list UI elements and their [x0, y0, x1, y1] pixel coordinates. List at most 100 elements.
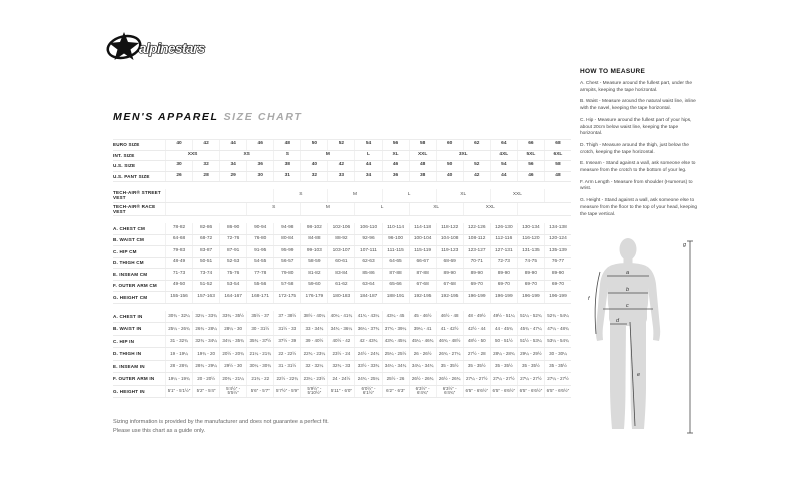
row-label-thigh-cm: D. THIGH CM — [113, 260, 144, 266]
table-cell: 26½ - 26¾ — [408, 373, 436, 385]
table-cell: 88-92 — [327, 234, 354, 246]
table-cell: 26¾ - 28¼ — [192, 323, 219, 335]
table-cell: 89-90 — [516, 269, 544, 280]
table-cell: 115-119 — [408, 246, 436, 257]
table-cell: 43¾ - 45¼ — [381, 335, 409, 348]
table-cell: 164-167 — [219, 292, 246, 303]
table-cell: 40¼ - 41¾ — [327, 310, 354, 323]
measure-item-d: D. Thigh - Measure around the thigh, jus… — [580, 142, 689, 155]
table-cell: 69-70 — [462, 280, 490, 292]
table-cell: 36 — [246, 161, 273, 171]
table-cell: 60-61 — [327, 257, 354, 269]
table-cell: 107-111 — [354, 246, 381, 257]
table-cell: 42½ - 44 — [462, 323, 490, 335]
table-cell: 127-131 — [489, 246, 517, 257]
table-cell: 58-59 — [300, 257, 327, 269]
table-cell: 64 — [489, 140, 517, 150]
table-cell: 44 — [219, 140, 246, 150]
table-cell: 6′0½″ - 6′1½″ — [354, 385, 381, 398]
arm-measurement-line — [594, 271, 601, 335]
brand-wordmark: alpinestars — [139, 41, 206, 56]
table-cell: 25¼ - 26¾ — [165, 323, 192, 335]
table-cell: 19¼ - 19¾ — [165, 373, 192, 385]
table-cell: 59-60 — [300, 280, 327, 292]
table-cell: 29 — [219, 171, 246, 181]
table-cell: 46 — [516, 171, 544, 181]
table-row-height-cm: G. HEIGHT CM 155-156 157-163 164-167 168-171… — [113, 292, 571, 304]
table-cell: 89-90 — [462, 269, 490, 280]
table-cell: 68-69 — [435, 257, 463, 269]
table-row-chest-in: A. CHEST IN 30¾ - 32¼ 32¼ - 33¾ 33¾ - 35½ 35… — [113, 310, 571, 324]
table-cell: 172-175 — [273, 292, 300, 303]
table-cell: 91-95 — [246, 246, 273, 257]
table-cell: 52 — [462, 161, 490, 171]
table-cell: 28¼ - 30 — [219, 323, 246, 335]
table-cell: 67-68 — [408, 280, 436, 292]
table-cell: 29¼ - 29½ — [516, 348, 544, 360]
table-cell: 32¾ - 34¼ — [192, 335, 219, 348]
table-cell: 56 — [516, 161, 544, 171]
table-cell: 36 — [381, 171, 409, 181]
table-cell: 28 - 28¾ — [165, 360, 192, 373]
table-cell: 73-74 — [192, 269, 219, 280]
table-cell: 23½ - 24 — [327, 348, 354, 360]
table-cell: 180-183 — [327, 292, 354, 303]
table-cell: 83-87 — [192, 246, 219, 257]
table-cell: 84-88 — [300, 234, 327, 246]
table-cell: 39¼ - 41 — [408, 323, 436, 335]
table-cell: M — [300, 150, 354, 160]
table-cell: 33½ - 33¾ — [354, 360, 381, 373]
table-cell: 6′5″ - 6′6½″ — [543, 385, 571, 398]
table-cell: 37½ - 39 — [273, 335, 300, 348]
table-cell: 80-84 — [273, 234, 300, 246]
row-label-outer-arm-in: F. OUTER ARM IN — [113, 376, 155, 382]
table-cell: 100-104 — [408, 234, 436, 246]
table-cell: 76-77 — [543, 257, 571, 269]
table-cell: 26¾ - 27¼ — [435, 348, 463, 360]
table-cell: 42 — [327, 161, 354, 171]
table-cell: 99-103 — [300, 246, 327, 257]
table-cell: 50 — [435, 161, 463, 171]
how-to-measure-panel: HOW TO MEASURE A. Chest - Measure around… — [580, 68, 700, 223]
table-row-tech-air-race-vest: TECH-AIR® RACE VEST S M L XL XXL — [113, 202, 571, 217]
table-cell: 58 — [408, 140, 436, 150]
figure-label-a: a — [626, 270, 629, 276]
table-cell: 155-156 — [165, 292, 192, 303]
table-cell: 24½ - 24¾ — [354, 348, 381, 360]
table-cell: 46 — [381, 161, 409, 171]
table-cell: 51¼ - 52¾ — [516, 310, 544, 323]
table-cell: 85-86 — [354, 269, 381, 280]
table-cell: 34 — [354, 171, 381, 181]
table-cell: 27¼ - 27½ — [489, 373, 517, 385]
table-cell: 92-96 — [354, 234, 381, 246]
table-cell: 38 — [408, 171, 436, 181]
table-cell: 196-199 — [543, 292, 571, 303]
table-cell: 46½ - 48 — [435, 310, 463, 323]
table-cell: 29½ - 30 — [219, 360, 246, 373]
table-cell: 116-120 — [516, 234, 544, 246]
table-cell: S — [273, 189, 327, 202]
table-cell: 28¼ - 28¾ — [489, 348, 517, 360]
alpinestars-logo: alpinestars — [106, 24, 226, 66]
table-cell: 103-107 — [327, 246, 354, 257]
figure-label-f: f — [588, 296, 590, 302]
row-label-thigh-in: D. THIGH IN — [113, 351, 142, 357]
measurement-figure: a b c d e f g — [580, 236, 704, 438]
table-cell: 66-67 — [408, 257, 436, 269]
table-cell: 45 - 46½ — [408, 310, 436, 323]
row-label-hip-cm: C. HIP CM — [113, 248, 137, 254]
table-cell: 34 — [219, 161, 246, 171]
table-cell: 42 — [462, 171, 490, 181]
table-cell: 44 — [489, 171, 517, 181]
table-cell: 57-58 — [273, 280, 300, 292]
table-cell: 35 - 35½ — [543, 360, 571, 373]
table-cell: 5′6″ - 5′7″ — [246, 385, 273, 398]
table-cell: 20½ - 20¾ — [219, 348, 246, 360]
table-cell: 87-91 — [219, 246, 246, 257]
table-row-int-size: INT. SIZE XXS XS S M L XL XXL 3XL 4XL 5XL 6XL — [113, 150, 571, 161]
table-cell: 55-56 — [246, 280, 273, 292]
how-to-measure-heading: HOW TO MEASURE — [580, 68, 646, 75]
table-cell: 67-68 — [435, 280, 463, 292]
table-cell: 168-171 — [246, 292, 273, 303]
row-label-waist-in: B. WAIST IN — [113, 326, 142, 332]
